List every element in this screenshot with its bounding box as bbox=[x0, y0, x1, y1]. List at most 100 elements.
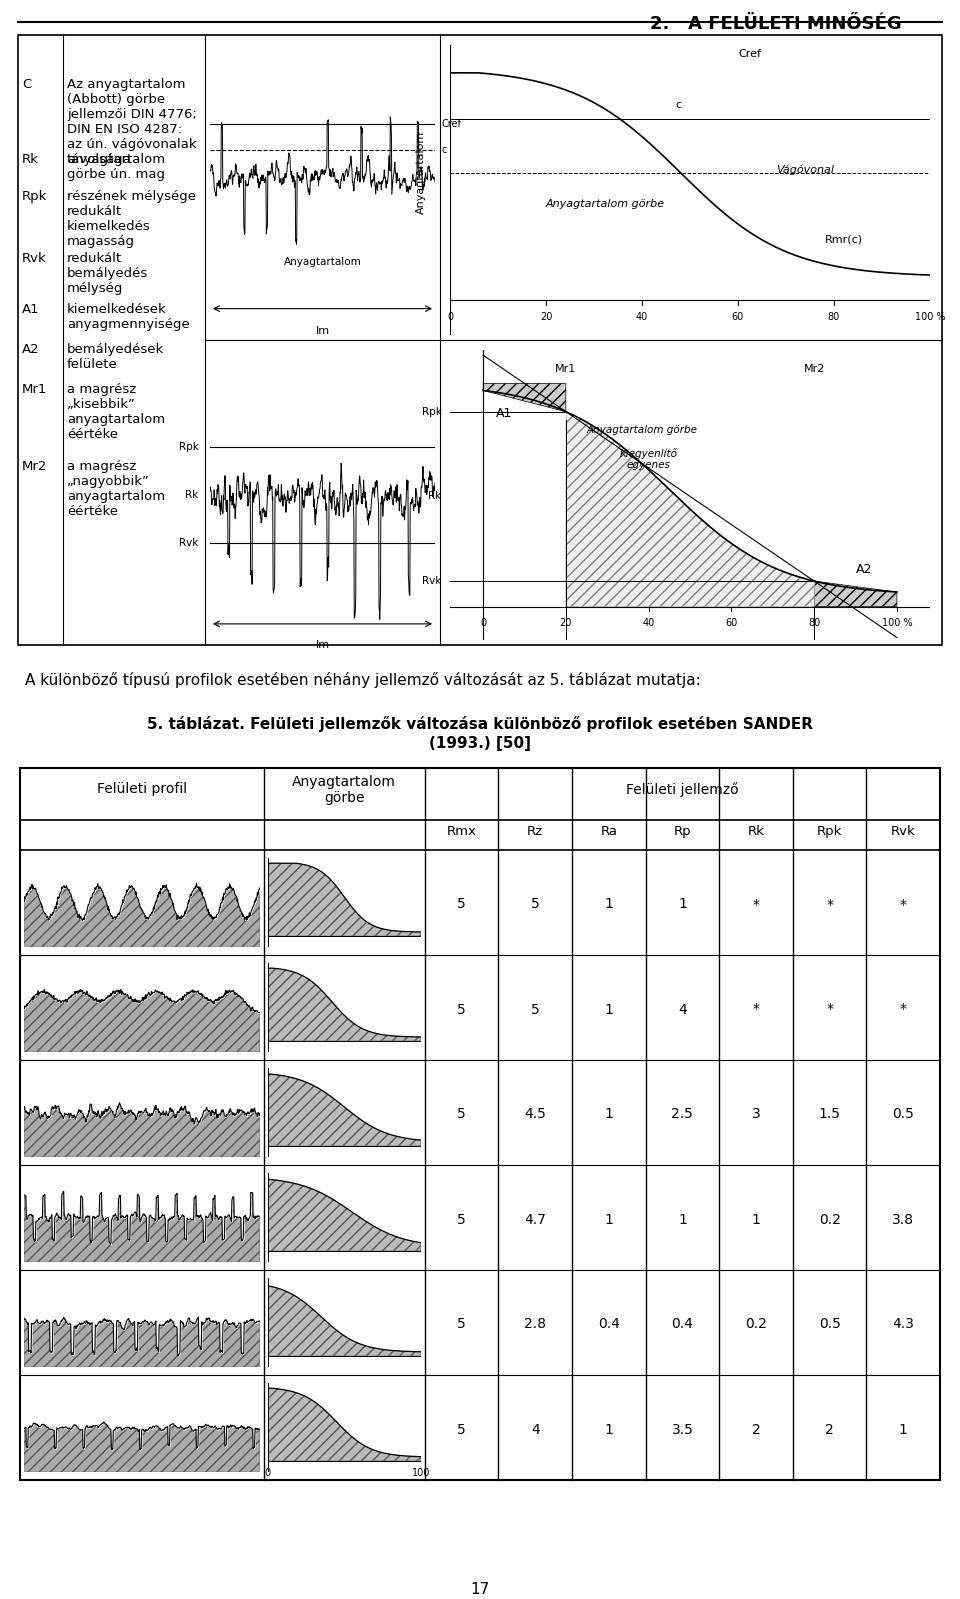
Text: 5: 5 bbox=[457, 1003, 466, 1017]
Text: 1: 1 bbox=[678, 1212, 686, 1226]
Text: 4.7: 4.7 bbox=[524, 1212, 546, 1226]
Text: 4: 4 bbox=[678, 1003, 686, 1017]
Text: 0: 0 bbox=[265, 1468, 271, 1479]
Text: c: c bbox=[442, 146, 447, 155]
Text: a magrész
„kisebbik”
anyagtartalom
éértéke: a magrész „kisebbik” anyagtartalom éérté… bbox=[67, 384, 165, 441]
Text: 100 %: 100 % bbox=[881, 617, 912, 628]
Text: 5: 5 bbox=[457, 1212, 466, 1226]
Text: Anyagtartalom: Anyagtartalom bbox=[283, 257, 361, 267]
Text: 5. táblázat. Felületi jellemzők változása különböző profilok esetében SANDER: 5. táblázat. Felületi jellemzők változás… bbox=[147, 716, 813, 732]
Text: 1: 1 bbox=[678, 897, 686, 911]
Text: 1: 1 bbox=[605, 1423, 613, 1436]
Text: 1: 1 bbox=[752, 1212, 760, 1226]
Text: Rk: Rk bbox=[185, 489, 199, 500]
Polygon shape bbox=[483, 384, 565, 411]
Text: 3: 3 bbox=[752, 1108, 760, 1121]
Text: 60: 60 bbox=[732, 312, 744, 321]
Polygon shape bbox=[814, 580, 897, 606]
Text: 3.5: 3.5 bbox=[671, 1423, 693, 1436]
Text: 2: 2 bbox=[752, 1423, 760, 1436]
Text: kiemelkedések
anyagmennyisége: kiemelkedések anyagmennyisége bbox=[67, 302, 190, 331]
Text: A1: A1 bbox=[495, 406, 512, 421]
Text: Rpk: Rpk bbox=[22, 190, 47, 203]
Text: Rvk: Rvk bbox=[22, 253, 47, 265]
Text: 0.2: 0.2 bbox=[745, 1318, 767, 1332]
Text: Im: Im bbox=[316, 640, 329, 651]
Text: részének mélysége
redukált
kiemelkedés
magasság: részének mélysége redukált kiemelkedés m… bbox=[67, 190, 196, 248]
Text: 0.4: 0.4 bbox=[671, 1318, 693, 1332]
Text: anyagtartalom
görbe ún. mag: anyagtartalom görbe ún. mag bbox=[67, 154, 165, 181]
Text: 0.5: 0.5 bbox=[892, 1108, 914, 1121]
Text: 80: 80 bbox=[828, 312, 840, 321]
Text: 1: 1 bbox=[605, 1108, 613, 1121]
Text: bemályedések
felülete: bemályedések felülete bbox=[67, 344, 164, 371]
Text: 0.2: 0.2 bbox=[819, 1212, 841, 1226]
Text: A1: A1 bbox=[22, 302, 39, 317]
Text: Mr2: Mr2 bbox=[22, 461, 47, 473]
Text: 1: 1 bbox=[605, 897, 613, 911]
Text: a magrész
„nagyobbik”
anyagtartalom
éértéke: a magrész „nagyobbik” anyagtartalom éért… bbox=[67, 461, 165, 518]
Text: 4.5: 4.5 bbox=[524, 1108, 546, 1121]
Text: *: * bbox=[753, 1003, 759, 1017]
Text: (1993.) [50]: (1993.) [50] bbox=[429, 736, 531, 752]
Text: 1: 1 bbox=[899, 1423, 907, 1436]
Text: Rk: Rk bbox=[748, 825, 764, 838]
Text: Cref: Cref bbox=[738, 48, 761, 59]
Text: A2: A2 bbox=[855, 563, 872, 576]
Text: 4: 4 bbox=[531, 1423, 540, 1436]
Text: 2.8: 2.8 bbox=[524, 1318, 546, 1332]
Text: 100 %: 100 % bbox=[915, 312, 946, 321]
Text: 80: 80 bbox=[808, 617, 820, 628]
Text: Kiegyenlítő
egyenes: Kiegyenlítő egyenes bbox=[619, 448, 678, 470]
Text: Rz: Rz bbox=[527, 825, 543, 838]
Text: C: C bbox=[22, 78, 32, 91]
Text: 4.3: 4.3 bbox=[892, 1318, 914, 1332]
Text: Rk: Rk bbox=[22, 154, 38, 166]
Text: *: * bbox=[753, 897, 759, 911]
Text: 2.   A FELÜLETI MINŐSÉG: 2. A FELÜLETI MINŐSÉG bbox=[650, 14, 901, 34]
Text: *: * bbox=[827, 1003, 833, 1017]
Text: 2.5: 2.5 bbox=[671, 1108, 693, 1121]
Text: 60: 60 bbox=[725, 617, 737, 628]
Text: 5: 5 bbox=[457, 897, 466, 911]
Text: 3.8: 3.8 bbox=[892, 1212, 914, 1226]
Text: Rpk: Rpk bbox=[179, 441, 199, 451]
Text: A2: A2 bbox=[22, 344, 39, 357]
Text: Rpk: Rpk bbox=[817, 825, 842, 838]
Text: 20: 20 bbox=[540, 312, 552, 321]
Text: 5: 5 bbox=[457, 1318, 466, 1332]
Text: A különböző típusú profilok esetében néhány jellemző változását az 5. táblázat m: A különböző típusú profilok esetében néh… bbox=[25, 672, 701, 688]
Text: Anyagtartalom görbe: Anyagtartalom görbe bbox=[587, 425, 698, 435]
Text: redukált
bemályedés
mélység: redukált bemályedés mélység bbox=[67, 253, 148, 294]
Text: 5: 5 bbox=[531, 1003, 540, 1017]
Text: Rvk: Rvk bbox=[180, 539, 199, 548]
Text: 1: 1 bbox=[605, 1212, 613, 1226]
Text: Rvk: Rvk bbox=[422, 576, 442, 587]
Text: Vágóvonal: Vágóvonal bbox=[777, 165, 834, 174]
Text: Rpk: Rpk bbox=[421, 406, 442, 417]
Text: 40: 40 bbox=[642, 617, 655, 628]
Text: 0: 0 bbox=[447, 312, 453, 321]
Text: Anyagtartalom
görbe: Anyagtartalom görbe bbox=[293, 776, 396, 806]
Text: Rmx: Rmx bbox=[446, 825, 476, 838]
Text: 1.5: 1.5 bbox=[819, 1108, 841, 1121]
Text: Az anyagtartalom
(Abbott) görbe
jellemzői DIN 4776;
DIN EN ISO 4287:
az ún. vágó: Az anyagtartalom (Abbott) görbe jellemző… bbox=[67, 78, 197, 166]
Text: Ra: Ra bbox=[600, 825, 617, 838]
Text: *: * bbox=[900, 897, 906, 911]
Text: 5: 5 bbox=[457, 1108, 466, 1121]
Text: 20: 20 bbox=[560, 617, 572, 628]
Bar bbox=[20, 768, 940, 1481]
Text: c: c bbox=[676, 99, 682, 110]
Text: Rvk: Rvk bbox=[891, 825, 916, 838]
Text: Felületi profil: Felületi profil bbox=[97, 782, 187, 796]
Text: 1: 1 bbox=[605, 1003, 613, 1017]
Text: Mr2: Mr2 bbox=[804, 365, 825, 374]
Text: Anyagtartalom görbe: Anyagtartalom görbe bbox=[546, 200, 665, 209]
Text: 2: 2 bbox=[826, 1423, 834, 1436]
Text: Rk: Rk bbox=[428, 491, 442, 502]
Text: Rmr(c): Rmr(c) bbox=[825, 233, 862, 245]
Text: Im: Im bbox=[316, 326, 329, 336]
Text: 0.5: 0.5 bbox=[819, 1318, 841, 1332]
Text: Mr1: Mr1 bbox=[22, 384, 47, 397]
Text: Rp: Rp bbox=[674, 825, 691, 838]
